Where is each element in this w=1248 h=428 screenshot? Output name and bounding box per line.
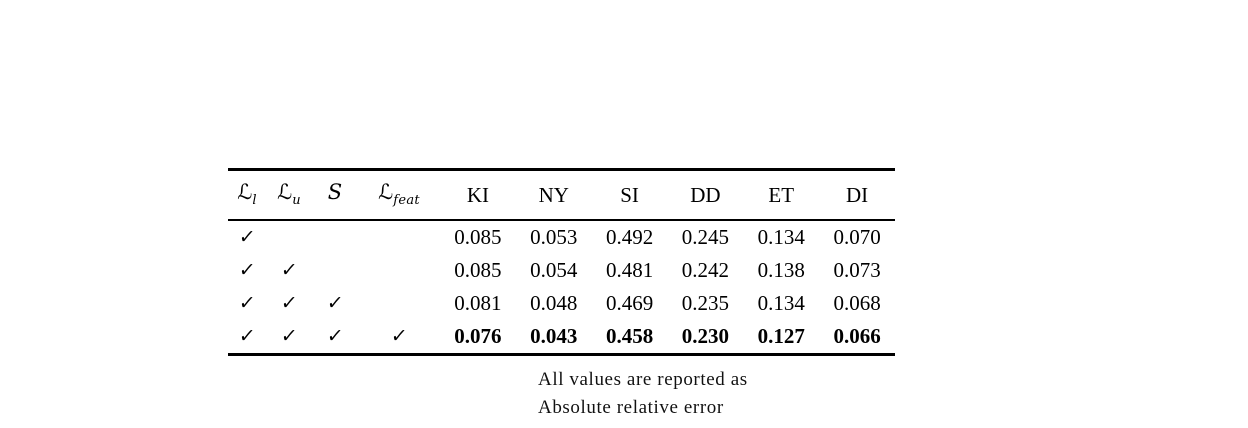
value-cell: 0.134 — [757, 225, 805, 249]
value-cell: 0.068 — [833, 291, 881, 315]
value-cell: 0.469 — [605, 291, 654, 315]
column-header-KI: KI — [466, 182, 489, 207]
column-header-ET: ET — [768, 182, 795, 207]
check-cell: ✓ — [279, 292, 299, 314]
column-header-S: S — [312, 182, 358, 207]
value-cell: 0.081 — [454, 291, 502, 315]
mathcal-L-symbol: ℒ — [277, 180, 293, 205]
check-cell: ✓ — [279, 325, 299, 347]
column-header-loss-unlabeled: ℒu — [266, 180, 312, 209]
value-cell: 0.492 — [605, 225, 654, 249]
table-top-rule — [228, 168, 895, 171]
column-header-SI: SI — [620, 182, 639, 207]
check-cell: ✓ — [389, 325, 409, 347]
value-cell: 0.053 — [530, 225, 578, 249]
value-cell: 0.076 — [454, 324, 502, 348]
value-cell: 0.127 — [757, 324, 805, 348]
table-row: ✓ ✓ 0.085 0.054 0.481 0.242 0.138 0.073 — [228, 254, 895, 287]
value-cell: 0.085 — [454, 258, 502, 282]
check-cell: ✓ — [237, 226, 257, 248]
value-cell: 0.043 — [530, 324, 578, 348]
value-cell: 0.085 — [454, 225, 502, 249]
check-cell: ✓ — [325, 292, 345, 314]
column-header-NY: NY — [538, 182, 569, 207]
mathcal-L-symbol: ℒ — [378, 180, 394, 205]
subscript-u: u — [292, 193, 301, 209]
ablation-table: ℒl ℒu S ℒfeat KI NY SI DD ET DI ✓ 0.085 … — [228, 168, 895, 356]
value-cell: 0.235 — [681, 291, 730, 315]
annotation-line: Absolute relative error — [538, 397, 724, 418]
check-cell: ✓ — [279, 259, 299, 281]
value-cell: 0.245 — [681, 225, 730, 249]
column-header-DD: DD — [690, 182, 721, 207]
table-bottom-rule — [228, 353, 895, 356]
value-cell: 0.458 — [605, 324, 654, 348]
column-header-loss-labeled: ℒl — [228, 180, 266, 209]
value-cell: 0.054 — [530, 258, 578, 282]
value-cell: 0.070 — [833, 225, 881, 249]
mathcal-S-symbol: S — [327, 180, 343, 205]
check-cell: ✓ — [237, 259, 257, 281]
handwritten-annotation: All values are reported as Absolute rela… — [538, 366, 748, 422]
column-header-loss-feat: ℒfeat — [358, 180, 440, 209]
subscript-feat: feat — [393, 193, 420, 209]
value-cell: 0.242 — [681, 258, 730, 282]
mathcal-L-symbol: ℒ — [237, 180, 253, 205]
table-row: ✓ ✓ ✓ 0.081 0.048 0.469 0.235 0.134 0.06… — [228, 287, 895, 320]
value-cell: 0.134 — [757, 291, 805, 315]
column-header-DI: DI — [845, 182, 869, 207]
table-row-best: ✓ ✓ ✓ ✓ 0.076 0.043 0.458 0.230 0.127 0.… — [228, 320, 895, 353]
check-cell: ✓ — [237, 325, 257, 347]
check-cell: ✓ — [325, 325, 345, 347]
table-header-row: ℒl ℒu S ℒfeat KI NY SI DD ET DI — [228, 171, 895, 219]
annotation-line: All values are reported as — [538, 369, 748, 390]
value-cell: 0.066 — [833, 324, 881, 348]
subscript-l: l — [252, 193, 257, 209]
value-cell: 0.048 — [530, 291, 578, 315]
check-cell: ✓ — [237, 292, 257, 314]
value-cell: 0.481 — [605, 258, 654, 282]
value-cell: 0.073 — [833, 258, 881, 282]
table-row: ✓ 0.085 0.053 0.492 0.245 0.134 0.070 — [228, 221, 895, 254]
table-header-rule — [228, 219, 895, 221]
value-cell: 0.138 — [757, 258, 805, 282]
value-cell: 0.230 — [681, 324, 730, 348]
